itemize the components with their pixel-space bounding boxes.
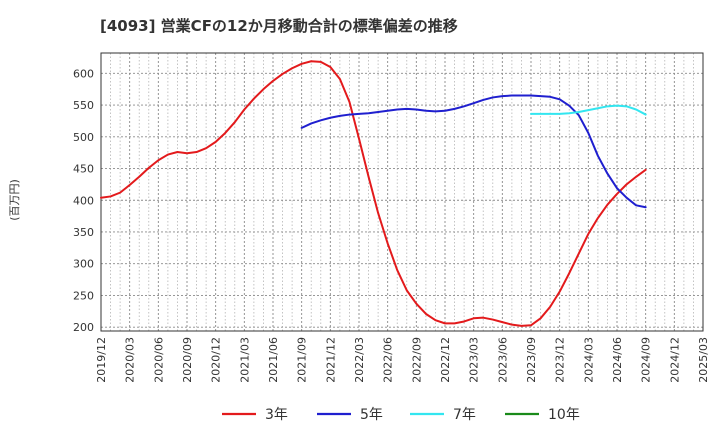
x-tick-label: 2022/06 [382,337,395,383]
legend-label: 10年 [548,407,580,423]
plot-background [101,53,703,331]
x-tick-label: 2023/03 [468,337,481,383]
series-line-7年 [530,104,647,116]
x-tick-label: 2021/06 [267,337,280,383]
x-tick-label: 2023/09 [525,337,538,383]
y-tick-label: 350 [73,226,94,239]
y-tick-label: 200 [73,321,94,334]
y-tick-label: 250 [73,289,94,302]
y-tick-label: 550 [73,99,94,112]
x-tick-label: 2024/12 [668,337,681,383]
x-tick-label: 2021/03 [238,337,251,383]
x-tick-label: 2023/12 [554,337,567,383]
x-tick-label: 2022/12 [439,337,452,383]
series-line-3年 [100,60,647,327]
y-tick-label: 300 [73,258,94,271]
legend-label: 7年 [453,407,476,423]
plot-area: 200 250 300 350 400 450 500 550 600 2019/12 2020/0… [73,52,710,383]
legend: 3年 5年 7年 10年 [222,407,580,423]
series-line-5年 [300,94,647,209]
x-tick-label: 2022/09 [410,337,423,383]
y-tick-label: 400 [73,194,94,207]
y-axis-label: (百万円) [8,179,21,221]
chart-title: [4093] 営業CFの12か月移動合計の標準偏差の推移 [100,17,458,35]
plot-frame [100,52,704,332]
x-tick-label: 2024/09 [640,337,653,383]
legend-label: 5年 [360,407,383,423]
x-tick-label: 2021/09 [296,337,309,383]
y-tick-label: 600 [73,67,94,80]
x-tick-label: 2020/06 [152,337,165,383]
x-tick-label: 2024/03 [582,337,595,383]
x-tick-label: 2024/06 [611,337,624,383]
x-tick-label: 2020/09 [181,337,194,383]
x-tick-label: 2025/03 [697,337,710,383]
y-tick-label: 500 [73,131,94,144]
legend-label: 3年 [265,407,288,423]
x-tick-label: 2020/12 [210,337,223,383]
x-tick-label: 2019/12 [95,337,108,383]
y-tick-label: 450 [73,163,94,176]
x-tick-label: 2020/03 [124,337,137,383]
x-tick-label: 2021/12 [324,337,337,383]
x-tick-label: 2023/06 [496,337,509,383]
x-tick-label: 2022/03 [353,337,366,383]
